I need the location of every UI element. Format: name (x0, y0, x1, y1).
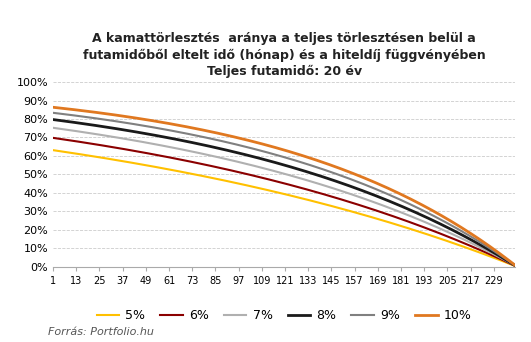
5% (479, 251, 485, 255)
7% (355, 195, 362, 199)
Text: Teljes futamidő: 20 év: Teljes futamidő: 20 év (207, 65, 362, 78)
10% (355, 173, 362, 177)
8% (479, 244, 485, 248)
8% (81, 122, 87, 126)
7% (123, 137, 130, 141)
6% (355, 203, 362, 207)
10% (479, 239, 485, 243)
Line: 6%: 6% (53, 138, 515, 266)
9% (355, 180, 362, 184)
5% (355, 211, 362, 215)
10% (512, 263, 518, 267)
6% (207, 163, 213, 168)
7% (512, 264, 518, 268)
5% (50, 148, 56, 152)
10% (123, 115, 130, 119)
9% (512, 263, 518, 267)
7% (479, 246, 485, 250)
8% (355, 187, 362, 191)
6% (123, 147, 130, 152)
8% (207, 144, 213, 148)
7% (69, 129, 75, 133)
7% (207, 153, 213, 157)
5% (81, 153, 87, 157)
6% (512, 264, 518, 268)
8% (69, 120, 75, 124)
Text: A kamattörlesztés  aránya a teljes törlesztésen belül a: A kamattörlesztés aránya a teljes törles… (92, 32, 476, 45)
Legend: 5%, 6%, 7%, 8%, 9%, 10%: 5%, 6%, 7%, 8%, 9%, 10% (91, 304, 477, 327)
7% (50, 126, 56, 130)
Line: 8%: 8% (53, 120, 515, 265)
9% (50, 111, 56, 115)
Line: 9%: 9% (53, 113, 515, 265)
8% (50, 118, 56, 122)
10% (69, 107, 75, 111)
6% (69, 139, 75, 143)
9% (69, 113, 75, 117)
9% (207, 136, 213, 141)
6% (50, 136, 56, 140)
Line: 10%: 10% (53, 107, 515, 265)
10% (81, 109, 87, 113)
Line: 5%: 5% (53, 150, 515, 266)
8% (123, 128, 130, 132)
5% (69, 151, 75, 155)
10% (207, 129, 213, 133)
Text: Forrás: Portfolio.hu: Forrás: Portfolio.hu (48, 327, 153, 337)
5% (512, 264, 518, 268)
8% (512, 263, 518, 267)
9% (479, 241, 485, 246)
9% (123, 121, 130, 125)
Line: 7%: 7% (53, 128, 515, 266)
6% (479, 249, 485, 253)
9% (81, 115, 87, 119)
7% (81, 130, 87, 134)
6% (81, 141, 87, 145)
10% (50, 105, 56, 109)
5% (207, 175, 213, 180)
5% (123, 160, 130, 164)
Text: futamidőből eltelt idő (hónap) és a hiteldíj függvényében: futamidőből eltelt idő (hónap) és a hite… (83, 49, 485, 62)
